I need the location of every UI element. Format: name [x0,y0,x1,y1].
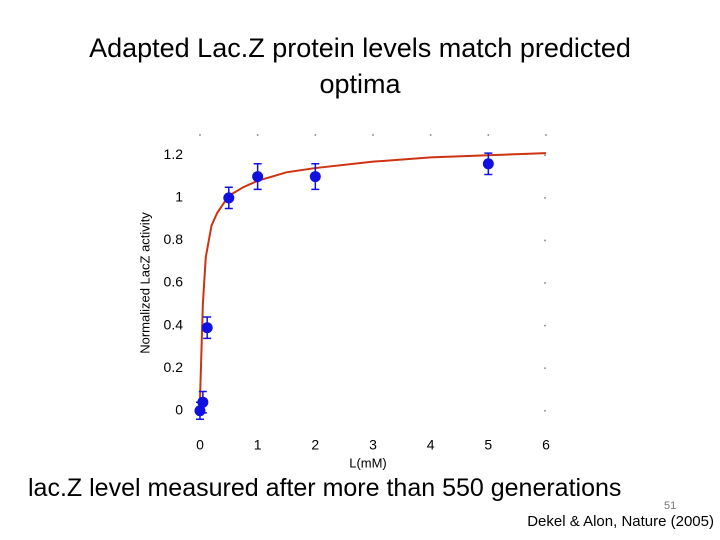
y-tick-label: 0.4 [164,316,184,332]
x-tick-label: 5 [484,437,492,453]
x-tick-label: 6 [542,437,550,453]
data-point [482,158,494,170]
x-tick-label: 1 [254,437,262,453]
data-point [197,396,209,408]
y-tick-label: 0 [175,401,183,417]
x-tick-label: 2 [311,437,319,453]
y-tick-label: 0.2 [164,359,184,375]
page-number: 51 [664,500,677,512]
data-point [309,171,321,183]
y-tick-label: 1.2 [164,146,184,162]
x-tick-label: 0 [196,437,204,453]
slide-title: Adapted Lac.Z protein levels match predi… [89,33,631,99]
data-point [252,171,264,183]
y-tick-label: 1 [175,189,183,205]
x-axis-label: L(mM) [349,455,387,470]
data-point [201,322,213,334]
y-axis-label: Normalized LacZ activity [137,212,152,354]
x-tick-label: 4 [427,437,435,453]
y-tick-label: 0.6 [164,274,184,290]
fit-line [198,152,547,401]
data-point [223,192,235,204]
citation: Dekel & Alon, Nature (2005) [527,513,714,530]
x-tick-label: 3 [369,437,377,453]
y-tick-label: 0.8 [164,231,184,247]
caption: lac.Z level measured after more than 550… [28,474,622,502]
